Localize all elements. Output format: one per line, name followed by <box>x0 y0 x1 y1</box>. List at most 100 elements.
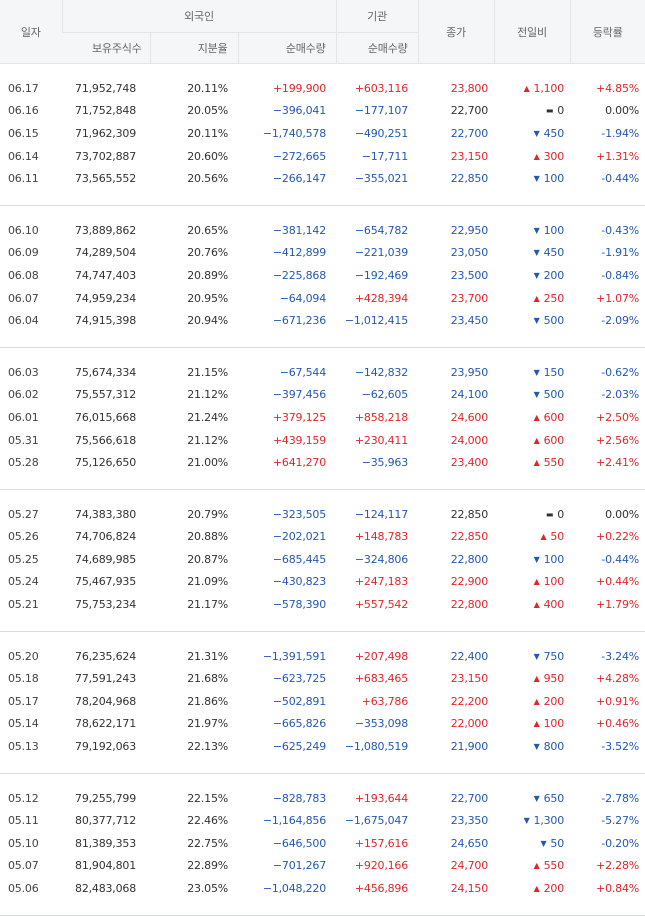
down-triangle-icon: ▼ <box>533 270 540 280</box>
up-triangle-icon: ▲ <box>533 151 540 161</box>
cell-date: 05.24 <box>8 575 39 589</box>
table-row: 06.08 74,747,403 20.89% −225,868 −192,469 23,… <box>0 264 645 287</box>
up-triangle-icon: ▲ <box>533 600 540 610</box>
cell-close: 23,800 <box>450 81 489 95</box>
cell-ratio: 21.17% <box>187 598 228 612</box>
cell-close: 22,950 <box>450 223 489 237</box>
cell-close: 24,600 <box>450 410 489 424</box>
cell-ratio: 21.86% <box>187 694 228 708</box>
cell-date: 05.26 <box>8 530 39 544</box>
table-row: 06.04 74,915,398 20.94% −671,236 −1,012,415 2… <box>0 309 645 332</box>
cell-close: 22,800 <box>450 552 489 566</box>
cell-inst-net: −177,107 <box>354 104 409 118</box>
cell-foreign-net: −272,665 <box>272 149 327 163</box>
group-spacer <box>0 773 645 787</box>
cell-close: 23,350 <box>450 814 489 828</box>
cell-change: ▼ 750 <box>494 645 570 668</box>
cell-rate: +4.28% <box>596 672 640 686</box>
cell-date: 05.28 <box>8 456 39 470</box>
cell-rate: +0.84% <box>596 882 640 896</box>
change-value: 1,100 <box>533 81 565 95</box>
cell-foreign-net: −685,445 <box>272 552 327 566</box>
table-row: 05.20 76,235,624 21.31% −1,391,591 +207,498 2… <box>0 645 645 668</box>
cell-close: 23,050 <box>450 246 489 260</box>
cell-rate: -0.43% <box>601 223 640 237</box>
change-value: 50 <box>550 836 565 850</box>
cell-change: ▼ 50 <box>494 832 570 855</box>
table-row: 06.15 71,962,309 20.11% −1,740,578 −490,251 2… <box>0 122 645 145</box>
down-triangle-icon: ▼ <box>533 225 540 235</box>
up-triangle-icon: ▲ <box>533 412 540 422</box>
cell-change: ▲ 200 <box>494 877 570 900</box>
cell-close: 24,100 <box>450 388 489 402</box>
cell-holdings: 74,747,403 <box>75 268 136 282</box>
table-row: 05.24 75,467,935 21.09% −430,823 +247,183 22,… <box>0 571 645 594</box>
cell-close: 23,150 <box>450 672 489 686</box>
change-value: 400 <box>543 598 565 612</box>
down-triangle-icon: ▼ <box>533 248 540 258</box>
change-value: 200 <box>543 882 565 896</box>
cell-foreign-net: −578,390 <box>272 598 327 612</box>
change-value: 100 <box>543 172 565 186</box>
table-row: 05.12 79,255,799 22.15% −828,783 +193,644 22,… <box>0 787 645 810</box>
cell-holdings: 74,689,985 <box>75 552 136 566</box>
cell-rate: -0.84% <box>601 268 640 282</box>
change-value: 800 <box>543 740 565 754</box>
cell-change: ▲ 400 <box>494 593 570 616</box>
cell-close: 22,700 <box>450 104 489 118</box>
cell-ratio: 21.00% <box>187 456 228 470</box>
cell-foreign-net: −396,041 <box>272 104 327 118</box>
cell-holdings: 79,192,063 <box>75 740 136 754</box>
cell-close: 24,000 <box>450 433 489 447</box>
down-triangle-icon: ▼ <box>533 793 540 803</box>
cell-inst-net: −1,080,519 <box>344 740 409 754</box>
header-change: 전일비 <box>493 0 571 64</box>
cell-inst-net: +193,644 <box>354 791 409 805</box>
cell-ratio: 21.68% <box>187 672 228 686</box>
cell-date: 05.06 <box>8 882 39 896</box>
up-triangle-icon: ▲ <box>533 577 540 587</box>
cell-change: ▲ 200 <box>494 690 570 713</box>
cell-ratio: 23.05% <box>187 882 228 896</box>
cell-inst-net: −17,711 <box>361 149 409 163</box>
table-row: 05.11 80,377,712 22.46% −1,164,856 −1,675,04… <box>0 809 645 832</box>
cell-inst-net: −654,782 <box>354 223 409 237</box>
cell-foreign-net: −323,505 <box>272 507 327 521</box>
table-row: 06.10 73,889,862 20.65% −381,142 −654,782 22,… <box>0 219 645 242</box>
cell-date: 05.21 <box>8 598 39 612</box>
cell-close: 22,850 <box>450 507 489 521</box>
cell-date: 05.31 <box>8 433 39 447</box>
group-spacer <box>0 631 645 645</box>
cell-foreign-net: −412,899 <box>272 246 327 260</box>
cell-change: ▲ 100 <box>494 571 570 594</box>
table-row: 05.27 74,383,380 20.79% −323,505 −124,117 22,… <box>0 503 645 526</box>
cell-date: 06.17 <box>8 81 39 95</box>
change-value: 450 <box>543 126 565 140</box>
table-row: 06.14 73,702,887 20.60% −272,665 −17,711 23,1… <box>0 145 645 168</box>
up-triangle-icon: ▲ <box>533 458 540 468</box>
group-divider <box>0 331 645 348</box>
change-value: 200 <box>543 694 565 708</box>
cell-change: ▼ 800 <box>494 735 570 758</box>
cell-change: ▼ 650 <box>494 787 570 810</box>
cell-inst-net: +230,411 <box>354 433 409 447</box>
cell-ratio: 22.75% <box>187 836 228 850</box>
down-triangle-icon: ▼ <box>533 651 540 661</box>
cell-inst-net: −221,039 <box>354 246 409 260</box>
cell-inst-net: −355,021 <box>354 172 409 186</box>
cell-inst-net: −490,251 <box>354 126 409 140</box>
cell-foreign-net: −381,142 <box>272 223 327 237</box>
cell-date: 05.25 <box>8 552 39 566</box>
header-close: 종가 <box>417 0 495 64</box>
header-institution: 기관 <box>335 0 419 33</box>
cell-close: 24,150 <box>450 882 489 896</box>
cell-rate: +0.91% <box>596 694 640 708</box>
cell-date: 05.20 <box>8 649 39 663</box>
cell-close: 23,700 <box>450 291 489 305</box>
cell-ratio: 20.65% <box>187 223 228 237</box>
cell-holdings: 75,566,618 <box>75 433 136 447</box>
header-holdings: 보유주식수 <box>62 32 150 64</box>
cell-rate: +1.79% <box>596 598 640 612</box>
cell-holdings: 79,255,799 <box>75 791 136 805</box>
cell-date: 05.11 <box>8 814 39 828</box>
